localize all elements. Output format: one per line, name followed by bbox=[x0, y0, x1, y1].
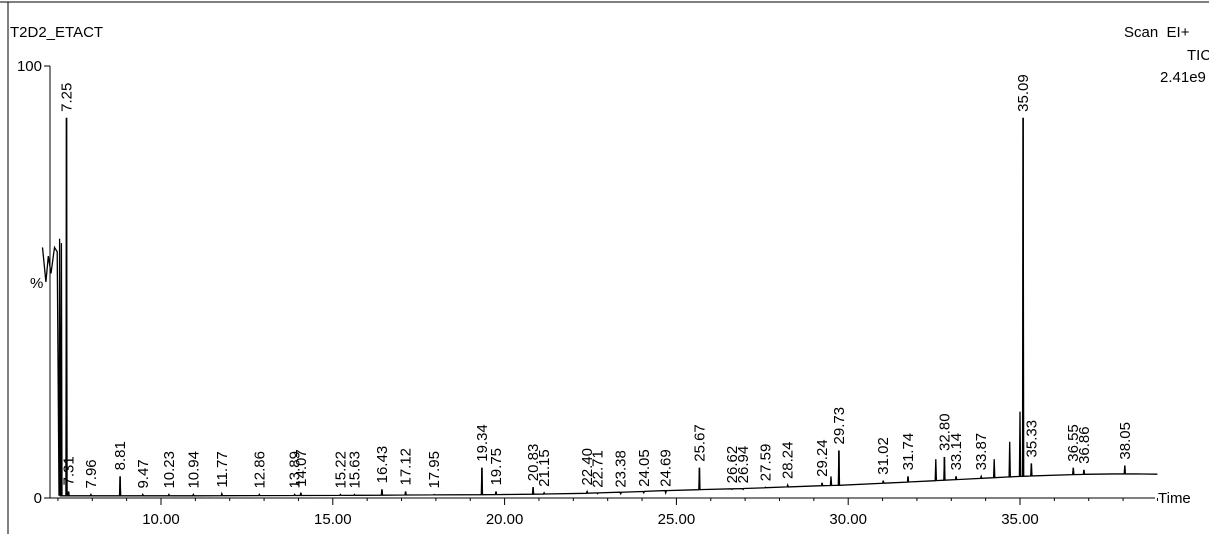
peak-label: 29.24 bbox=[814, 439, 831, 477]
y-tick-label-0: 0 bbox=[34, 490, 42, 507]
peak-label: 21.15 bbox=[536, 449, 553, 487]
peak-label: 38.05 bbox=[1117, 422, 1134, 460]
peak-label: 19.34 bbox=[474, 424, 491, 462]
peak-label: 10.94 bbox=[185, 451, 202, 489]
peak-label: 14.07 bbox=[293, 449, 310, 487]
y-tick-label-100: 100 bbox=[17, 58, 42, 75]
peak-label: 9.47 bbox=[135, 459, 152, 488]
peak-label: 7.96 bbox=[83, 459, 100, 488]
peak-label: 31.02 bbox=[875, 437, 892, 475]
peak-label: 35.33 bbox=[1023, 420, 1040, 458]
tic-trace-group bbox=[41, 117, 1158, 497]
x-tick-label: 20.00 bbox=[486, 511, 524, 528]
peak-label: 16.43 bbox=[374, 446, 391, 484]
y-axis-label: % bbox=[30, 275, 43, 292]
x-axis-label: Time bbox=[1158, 490, 1191, 507]
peak-label: 8.81 bbox=[112, 441, 129, 470]
peak-label: 12.86 bbox=[251, 451, 268, 489]
peak-label: 22.71 bbox=[590, 450, 607, 488]
x-tick-label: 35.00 bbox=[1001, 511, 1039, 528]
peak-label: 26.62 bbox=[724, 446, 741, 484]
peak-label: 22.40 bbox=[579, 448, 596, 486]
peak-label: 33.14 bbox=[948, 433, 965, 471]
peak-label: 15.22 bbox=[332, 451, 349, 489]
peak-label: 26.94 bbox=[735, 446, 752, 484]
peak-label: 32.80 bbox=[936, 413, 953, 451]
peak-label: 15.63 bbox=[346, 451, 363, 489]
trace-type: TIC bbox=[1187, 47, 1209, 64]
peak-label: 20.83 bbox=[525, 444, 542, 482]
peak-label: 25.67 bbox=[691, 424, 708, 462]
peak-label: 19.75 bbox=[488, 448, 505, 486]
peak-label: 27.59 bbox=[757, 444, 774, 482]
peak-label: 11.77 bbox=[214, 451, 231, 487]
scan-mode: Scan EI+ bbox=[1124, 24, 1190, 41]
peak-label: 17.12 bbox=[398, 448, 415, 486]
peak-label: 36.55 bbox=[1065, 424, 1082, 462]
sample-name: T2D2_ETACT bbox=[10, 24, 103, 41]
peak-label: 24.69 bbox=[658, 449, 675, 487]
x-tick-label: 15.00 bbox=[314, 511, 352, 528]
peak-label: 17.95 bbox=[426, 451, 443, 489]
x-tick-group: 10.00 15.00 20.00 25.00 30.00 35.00 bbox=[57, 498, 1158, 528]
peak-label: 7.31 bbox=[61, 456, 78, 485]
peak-label: 13.89 bbox=[287, 451, 304, 489]
peak-label: 28.24 bbox=[780, 441, 797, 479]
peak-label: 7.25 bbox=[59, 83, 76, 112]
peak-label: 36.86 bbox=[1076, 426, 1093, 464]
x-tick-label: 25.00 bbox=[658, 511, 696, 528]
peak-label: 24.05 bbox=[636, 449, 653, 487]
peak-label-group: 7.25 7.31 7.96 8.81 9.47 10.23 10.94 11.77 12.86… bbox=[59, 74, 1134, 488]
max-intensity: 2.41e9 bbox=[1160, 69, 1206, 86]
peak-label: 31.74 bbox=[900, 433, 917, 471]
peak-label: 33.87 bbox=[973, 433, 990, 471]
x-tick-label: 10.00 bbox=[142, 511, 180, 528]
peak-label: 23.38 bbox=[613, 450, 630, 488]
x-tick-label: 30.00 bbox=[829, 511, 867, 528]
peak-label: 29.73 bbox=[831, 407, 848, 445]
peak-label: 35.09 bbox=[1015, 74, 1032, 112]
peak-label: 10.23 bbox=[161, 451, 178, 489]
